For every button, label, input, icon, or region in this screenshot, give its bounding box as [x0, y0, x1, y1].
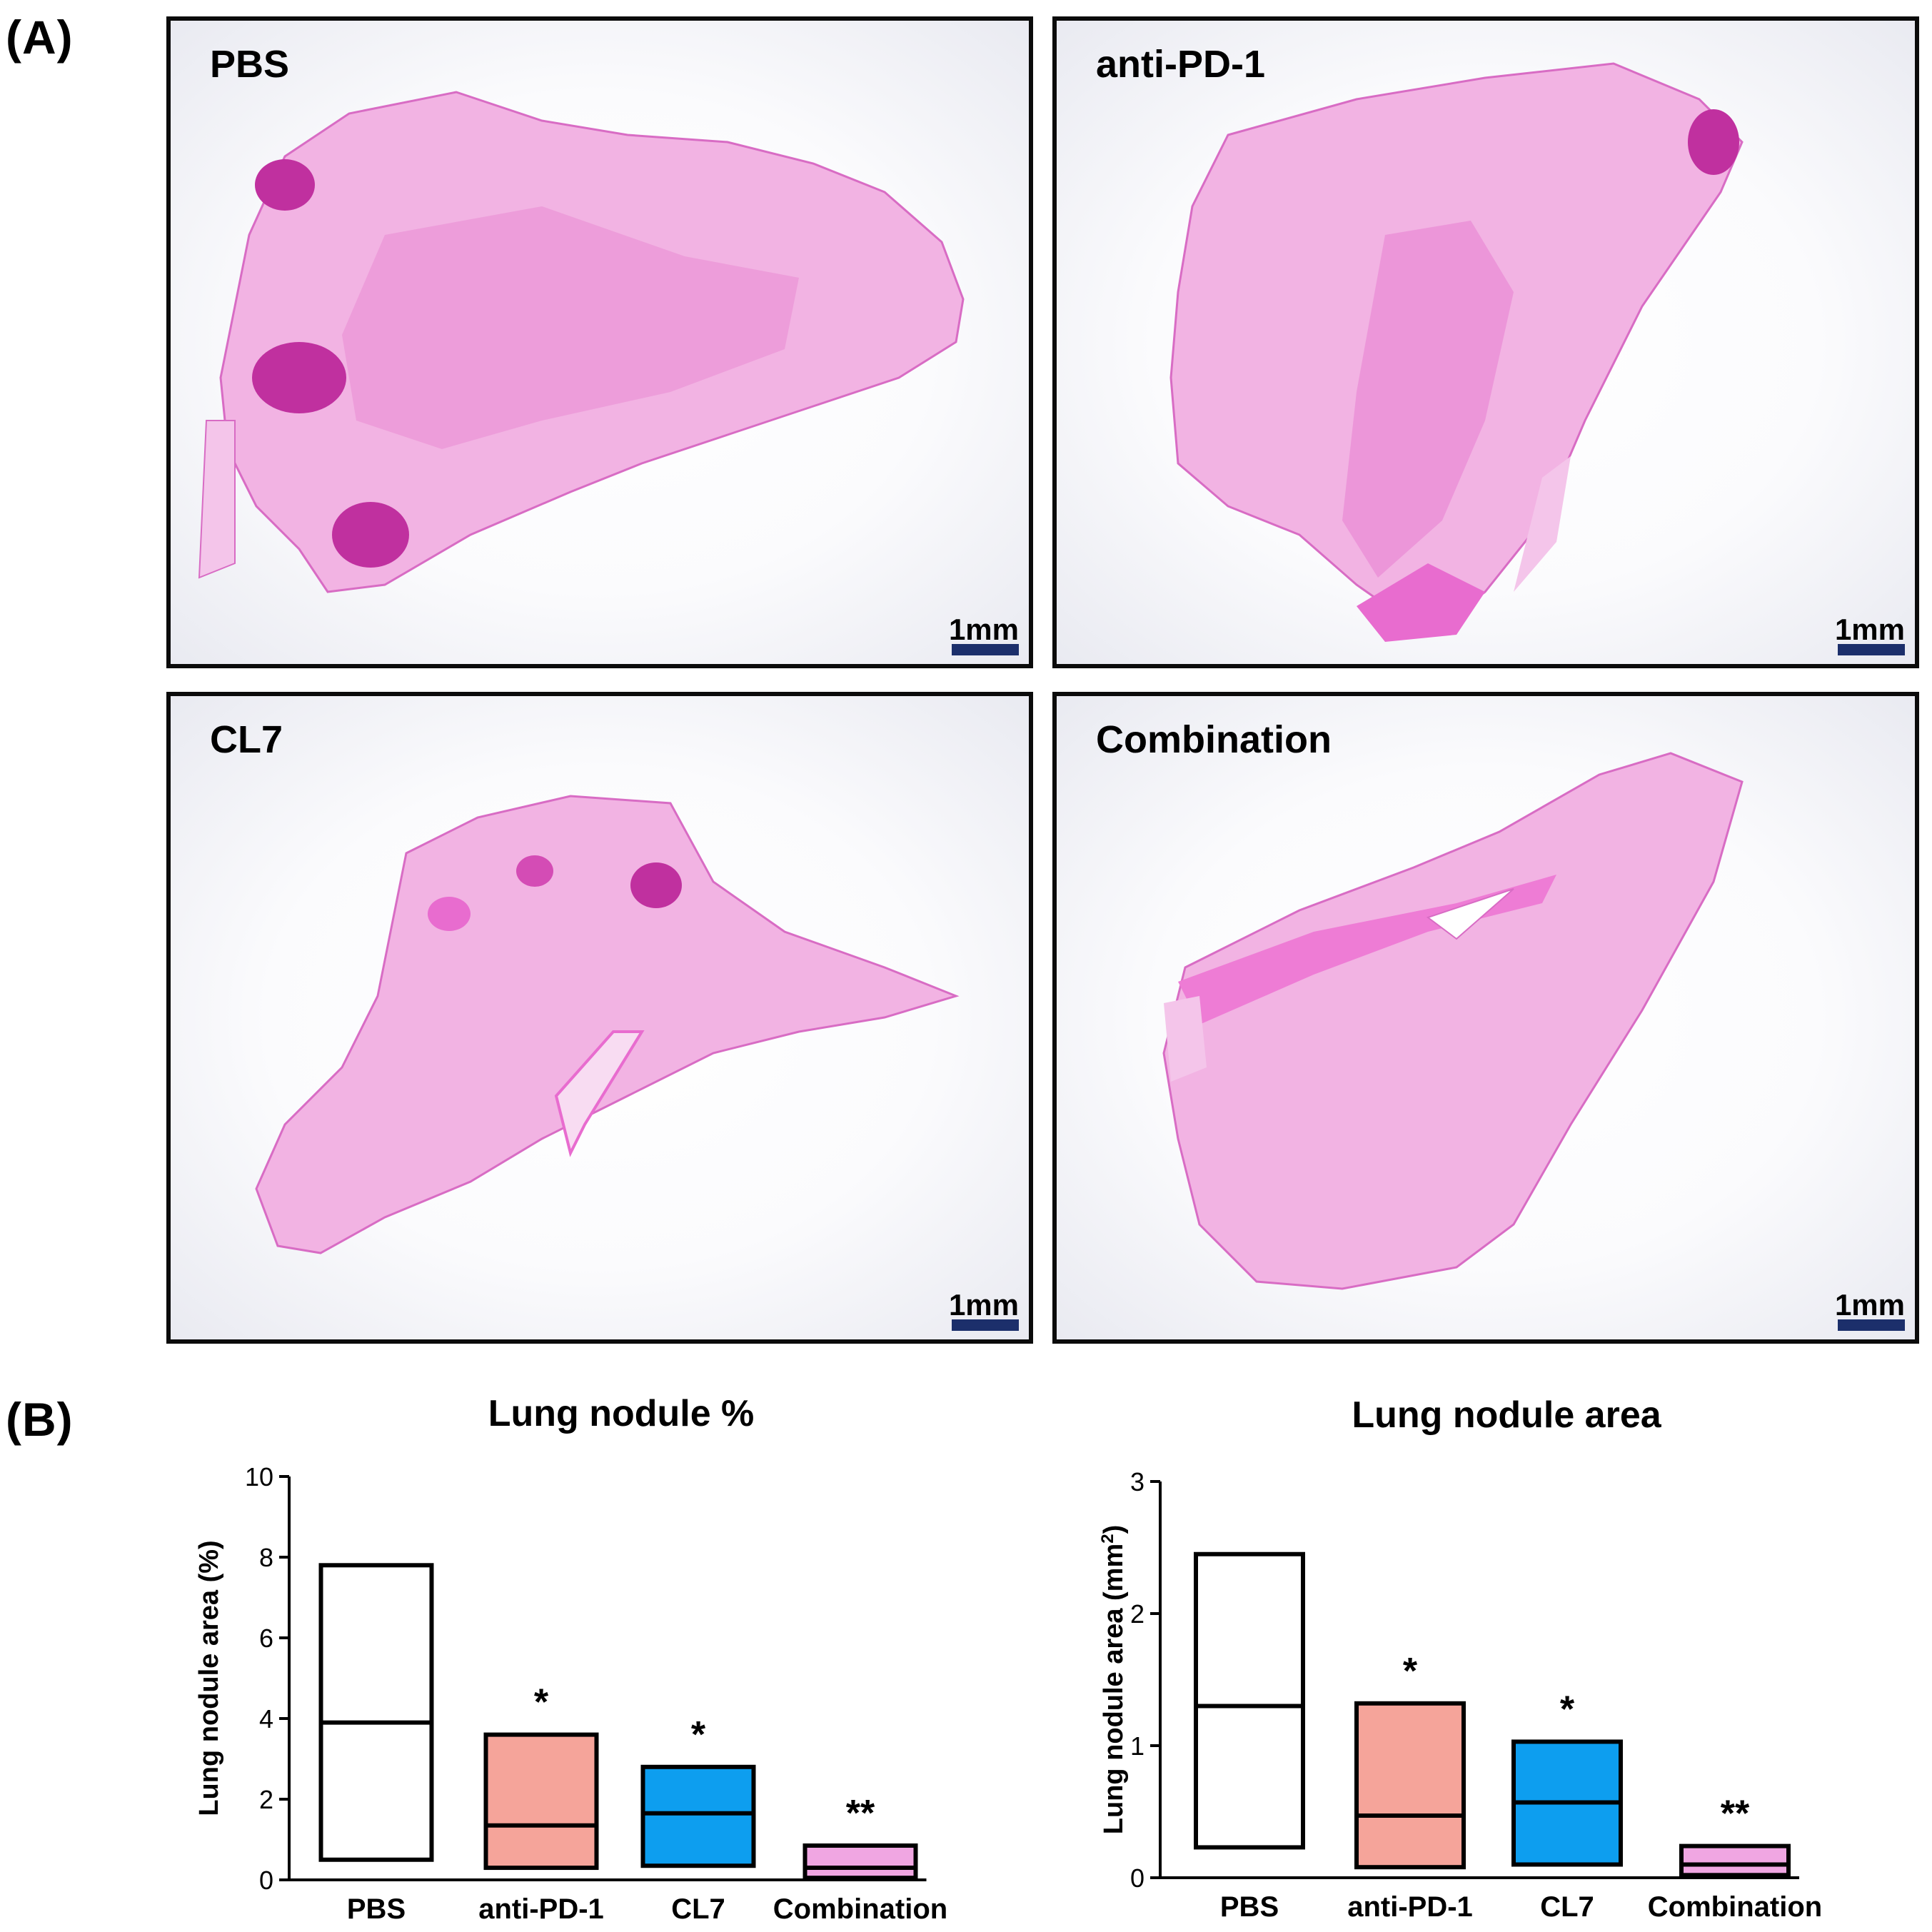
scale-bar [1838, 644, 1905, 655]
lung-section-combination [1162, 752, 1744, 1290]
x-tick-label: anti-PD-1 [478, 1893, 604, 1925]
box-cl7 [640, 1764, 756, 1868]
scale-bar-label: 1mm [948, 1288, 1019, 1322]
scale-bar [952, 1319, 1019, 1331]
micrograph-title: anti-PD-1 [1096, 43, 1266, 86]
scale-bar-label: 1mm [1834, 613, 1905, 646]
scale-bar-label: 1mm [1834, 1288, 1905, 1322]
significance-mark: ** [1721, 1793, 1750, 1835]
x-tick-label: Combination [1648, 1891, 1822, 1923]
y-tick-label: 2 [259, 1785, 273, 1814]
box-anti-pd-1 [483, 1732, 599, 1871]
micrograph-title: CL7 [210, 718, 283, 761]
chart-title-area: Lung nodule area [1352, 1394, 1661, 1436]
x-tick-label: CL7 [671, 1893, 725, 1925]
y-axis-label: Lung nodule area (mm2) [1098, 1525, 1129, 1835]
y-tick-label: 4 [259, 1704, 273, 1734]
micrograph-anti-pd-1: anti-PD-1 1mm [1052, 16, 1919, 668]
x-tick-label: anti-PD-1 [1347, 1891, 1473, 1923]
y-axis-label: Lung nodule area (%) [194, 1540, 224, 1816]
x-tick-label: Combination [773, 1893, 947, 1925]
y-tick-label: 3 [1130, 1467, 1144, 1496]
micrograph-title: PBS [210, 43, 290, 86]
scale-bar [952, 644, 1019, 655]
scale-bar-label: 1mm [948, 613, 1019, 646]
significance-mark: ** [846, 1793, 875, 1834]
y-tick-label: 2 [1130, 1599, 1144, 1629]
panel-label-b: (B) [6, 1393, 74, 1446]
micrograph-combination: Combination 1mm [1052, 692, 1919, 1344]
y-tick-label: 0 [1130, 1863, 1144, 1893]
scale-bar [1838, 1319, 1905, 1331]
y-tick-label: 0 [259, 1866, 273, 1895]
panel-label-a: (A) [6, 11, 74, 64]
lung-section-anti-pd-1 [1169, 62, 1744, 642]
significance-mark: * [534, 1682, 549, 1724]
x-tick-label: CL7 [1540, 1891, 1594, 1923]
micrograph-title: Combination [1096, 718, 1332, 761]
lung-section-pbs [198, 91, 965, 593]
y-tick-label: 8 [259, 1543, 273, 1572]
y-tick-label: 6 [259, 1624, 273, 1653]
significance-mark: * [691, 1714, 706, 1756]
micrograph-pbs: PBS 1mm [166, 16, 1033, 668]
box-pbs [318, 1563, 434, 1862]
box-combination [1679, 1843, 1791, 1878]
box-anti-pd-1 [1354, 1701, 1466, 1870]
x-tick-label: PBS [1220, 1891, 1279, 1923]
significance-mark: * [1560, 1689, 1575, 1730]
y-tick-label: 1 [1130, 1731, 1144, 1761]
box-pbs [1194, 1551, 1305, 1850]
chart-title-percent: Lung nodule % [488, 1393, 755, 1434]
significance-mark: * [1403, 1651, 1418, 1692]
box-combination [803, 1843, 918, 1881]
micrograph-cl7: CL7 1mm [166, 692, 1033, 1344]
x-tick-label: PBS [347, 1893, 406, 1925]
lung-section-cl7 [255, 795, 960, 1254]
y-tick-label: 10 [245, 1462, 273, 1491]
